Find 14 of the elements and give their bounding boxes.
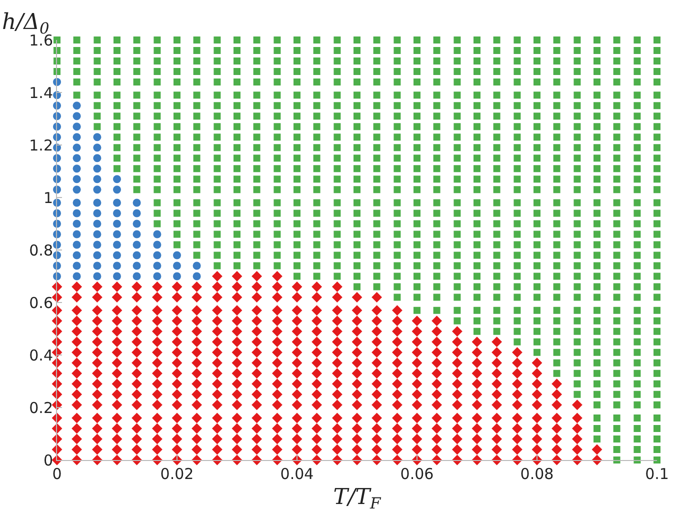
x-tick-label: 0.02 [160, 465, 194, 483]
y-tick-label: 0.6 [29, 294, 53, 312]
y-tick-label: 0.8 [29, 241, 53, 260]
y-tick-label: 1.4 [29, 84, 53, 102]
x-tick-label: 0.1 [645, 465, 669, 483]
y-tick-label: 0.4 [29, 346, 53, 364]
y-tick-label: 0.2 [29, 398, 53, 417]
x-tick-label: 0.06 [400, 465, 434, 483]
x-tick-label: 0.08 [520, 465, 554, 483]
y-tick-label: 0 [43, 451, 53, 470]
x-tick-label: 0.04 [280, 465, 314, 483]
y-tick-label: 1.2 [29, 136, 53, 154]
x-axis-title: T/T$_{F}$ [333, 484, 382, 513]
y-tick-label: 1 [43, 188, 53, 207]
